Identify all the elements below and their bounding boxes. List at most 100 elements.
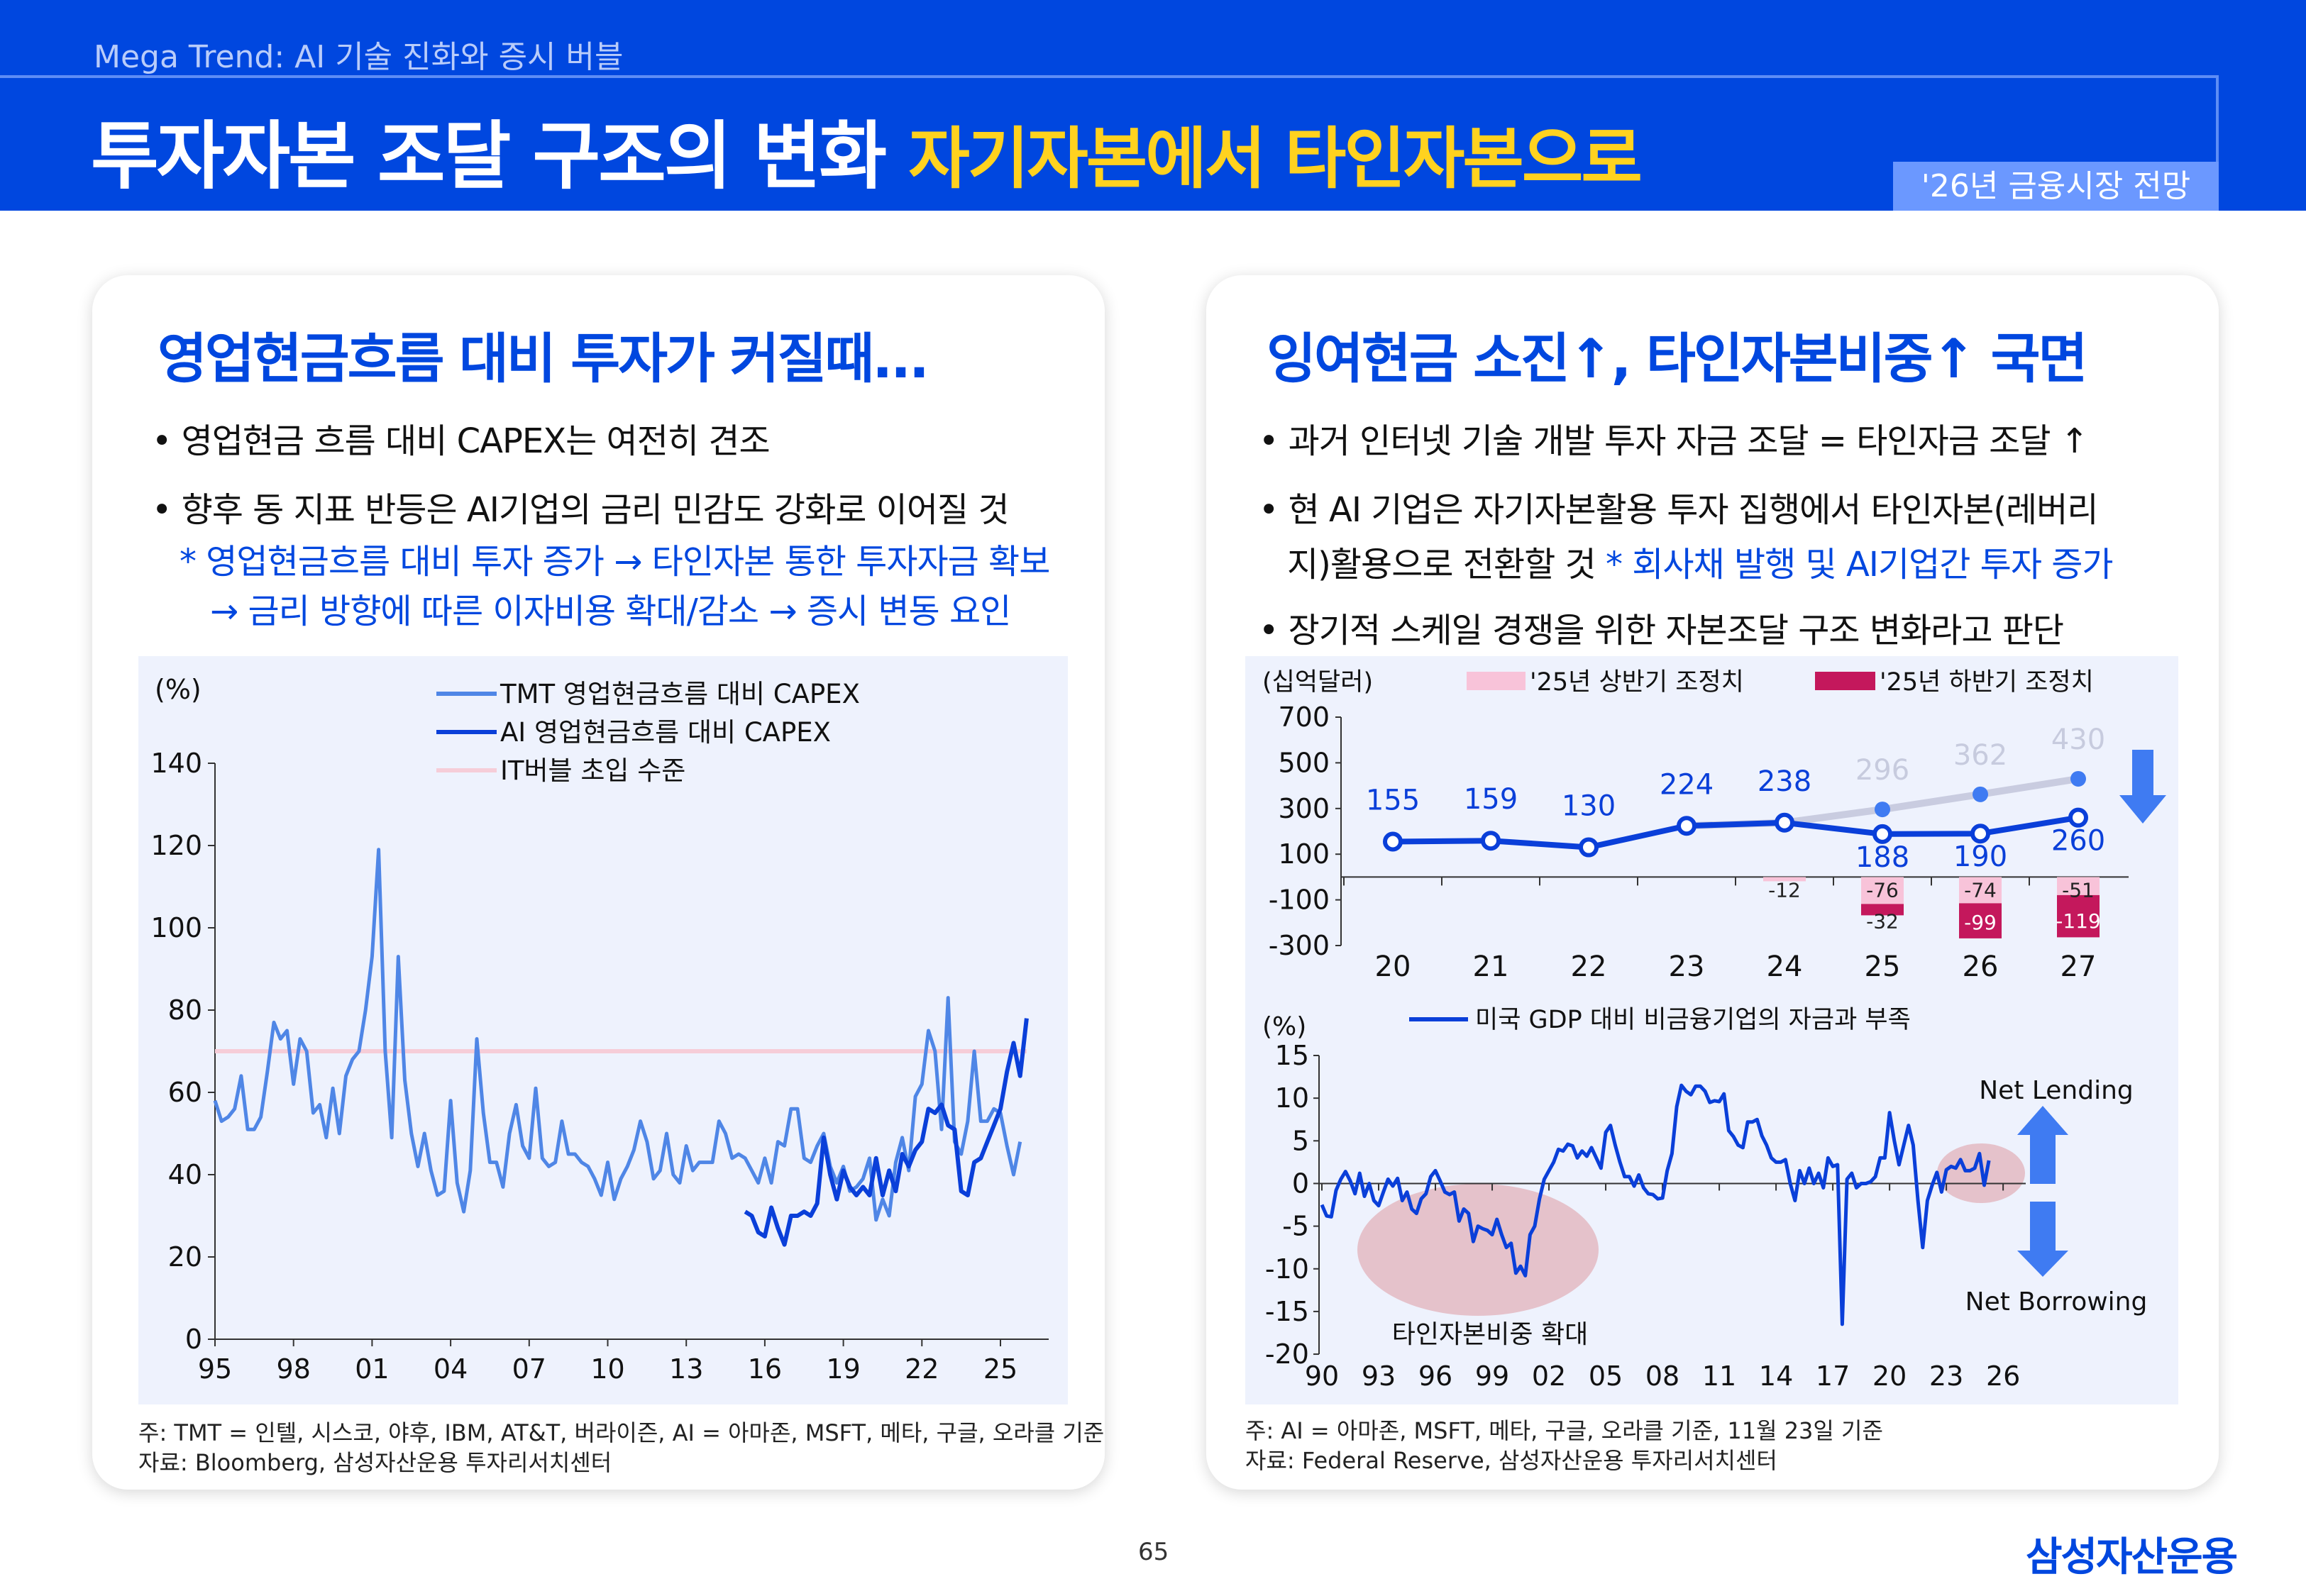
report-tag: '26년 금융시장 전망 <box>1893 162 2219 211</box>
left-card-title: 영업현금흐름 대비 투자가 커질때... <box>158 327 929 390</box>
y-tick-label: 100 <box>1278 838 1330 870</box>
financing-gap-line <box>1320 1083 1991 1326</box>
revision-bar-h1 <box>2057 877 2100 895</box>
x-tick-label: 17 <box>1816 1361 1850 1392</box>
x-tick-label: 11 <box>1702 1361 1736 1392</box>
previous-point <box>1973 786 1988 802</box>
right-chart-panel: 700 500 300 100 -100 -300 20 21 22 23 24 25 26 27 (십억달… <box>1245 656 2178 1404</box>
bullet-text: 영업현금 흐름 대비 CAPEX는 여전히 견조 <box>181 421 771 461</box>
previous-value-label: 362 <box>1953 739 2007 772</box>
revision-label-h1: -51 <box>2062 878 2095 902</box>
y-tick-label: 120 <box>150 830 202 861</box>
legend-swatch-h2 <box>1815 672 1875 690</box>
legend-label: '25년 하반기 조정치 <box>1880 668 2094 697</box>
bullet-note: * 회사채 발행 및 AI기업간 투자 증가 <box>1605 545 2114 584</box>
y-unit-label: (%) <box>155 674 202 705</box>
header-bar: Mega Trend: AI 기술 진화와 증시 버블 투자자본 조달 구조의 … <box>0 0 2306 211</box>
left-note: 주: TMT = 인텔, 시스코, 야후, IBM, AT&T, 버라이즌, A… <box>138 1419 1105 1446</box>
right-bullet-1: • 과거 인터넷 기술 개발 투자 자금 조달 = 타인자금 조달 ↑ <box>1259 421 2089 461</box>
x-tick-label: 01 <box>355 1353 389 1385</box>
revision-bar-h1 <box>1959 877 2002 904</box>
current-point <box>1677 816 1697 836</box>
x-tick-label: 16 <box>748 1353 782 1385</box>
revision-bar-h1 <box>1861 877 1904 904</box>
current-point <box>1481 831 1501 851</box>
revision-bar-h2 <box>1861 904 1904 916</box>
x-tick-label: 04 <box>434 1353 468 1385</box>
current-value-label: 188 <box>1855 841 1909 874</box>
company-logo: 삼성자산운용 <box>2026 1534 2238 1580</box>
right-bullet-3: • 장기적 스케일 경쟁을 위한 자본조달 구조 변화라고 판단 <box>1259 611 2064 650</box>
current-estimate-line <box>1392 814 2079 850</box>
x-tick-label: 95 <box>198 1353 232 1385</box>
current-value-label: 238 <box>1758 765 1811 798</box>
right-bullet-2: • 현 AI 기업은 자기자본활용 투자 집행에서 타인자본(레버리 <box>1259 490 2099 530</box>
y-tick-label: 60 <box>168 1077 202 1108</box>
title-highlight: 자기자본에서 타인자본으로 <box>908 121 1642 198</box>
bullet-text: 향후 동 지표 반등은 AI기업의 금리 민감도 강화로 이어질 것 <box>181 490 1010 530</box>
x-tick-label: 96 <box>1418 1361 1452 1392</box>
legend-label: IT버블 초입 수준 <box>500 755 685 786</box>
y-tick-label: -5 <box>1282 1211 1309 1242</box>
current-value-label: 130 <box>1562 790 1616 823</box>
right-bullet-2-cont: 지)활용으로 전환할 것 * 회사채 발행 및 AI기업간 투자 증가 <box>1287 536 2114 586</box>
current-value-label: 190 <box>1953 841 2007 873</box>
highlight-ellipse-1999 <box>1357 1184 1599 1316</box>
x-tick-label: 24 <box>1767 951 1803 983</box>
current-value-label: 224 <box>1660 768 1714 801</box>
revision-label-h1: -74 <box>1964 878 1997 902</box>
net-borrowing-label: Net Borrowing <box>1965 1287 2148 1317</box>
previous-value-label: 430 <box>2051 724 2105 756</box>
legend-swatch-h1 <box>1467 672 1526 690</box>
ai-series-line <box>744 1018 1029 1247</box>
tmt-series-line <box>213 848 1022 1222</box>
y-tick-label: 0 <box>1292 1168 1309 1199</box>
y-tick-label: 140 <box>150 748 202 779</box>
title-main: 투자자본 조달 구조의 변화 <box>91 113 887 199</box>
y-tick-label: 20 <box>168 1241 202 1273</box>
net-lending-label: Net Lending <box>1979 1076 2134 1105</box>
revision-label-h1: -12 <box>1768 878 1801 902</box>
x-tick-label: 26 <box>1963 951 1999 983</box>
x-tick-label: 10 <box>590 1353 624 1385</box>
y-tick-label: 0 <box>185 1324 202 1355</box>
x-tick-label: 23 <box>1929 1361 1963 1392</box>
x-tick-label: 93 <box>1362 1361 1396 1392</box>
revision-label-h2: -32 <box>1866 909 1899 933</box>
legend-label: TMT 영업현금흐름 대비 CAPEX <box>500 679 860 709</box>
current-value-label: 155 <box>1366 784 1420 816</box>
right-card-title: 잉여현금 소진↑, 타인자본비중↑ 국면 <box>1267 327 2087 390</box>
down-arrow-icon <box>2017 1202 2068 1277</box>
left-bullet-1: • 영업현금 흐름 대비 CAPEX는 여전히 견조 <box>152 421 771 461</box>
x-tick-label: 23 <box>1669 951 1705 983</box>
x-tick-label: 05 <box>1589 1361 1623 1392</box>
x-tick-label: 90 <box>1305 1361 1339 1392</box>
x-tick-label: 08 <box>1645 1361 1679 1392</box>
legend-label: AI 영업현금흐름 대비 CAPEX <box>500 717 831 748</box>
y-tick-label: -300 <box>1269 930 1330 961</box>
revision-bar-h2 <box>1959 903 2002 938</box>
header-frame <box>0 75 2219 211</box>
x-tick-label: 22 <box>905 1353 939 1385</box>
y-tick-label: -15 <box>1265 1296 1309 1327</box>
y-tick-label: -100 <box>1269 885 1330 916</box>
x-tick-label: 99 <box>1475 1361 1509 1392</box>
y-tick-label: 300 <box>1278 793 1330 824</box>
x-tick-label: 26 <box>1986 1361 2020 1392</box>
x-tick-label: 20 <box>1872 1361 1907 1392</box>
down-arrow-icon <box>2119 750 2166 824</box>
y-tick-label: 15 <box>1275 1040 1309 1071</box>
x-tick-label: 02 <box>1532 1361 1566 1392</box>
x-tick-label: 20 <box>1375 951 1411 983</box>
previous-value-label: 296 <box>1855 754 1909 787</box>
y-tick-label: 100 <box>150 912 202 943</box>
capex-ratio-chart: 0 20 40 60 80 100 120 140 95 98 01 04 07 10 13 16 19 22 25… <box>150 674 1049 1385</box>
left-chart-panel: 0 20 40 60 80 100 120 140 95 98 01 04 07 10 13 16 19 22 25… <box>138 656 1068 1404</box>
y-tick-label: -10 <box>1265 1253 1309 1285</box>
y-tick-label: 5 <box>1292 1125 1309 1156</box>
left-source: 자료: Bloomberg, 삼성자산운용 투자리서치센터 <box>138 1449 612 1476</box>
x-tick-label: 13 <box>669 1353 703 1385</box>
current-point <box>2068 807 2088 828</box>
revision-label-h2: -99 <box>1964 911 1997 934</box>
page-number: 65 <box>1138 1538 1169 1566</box>
